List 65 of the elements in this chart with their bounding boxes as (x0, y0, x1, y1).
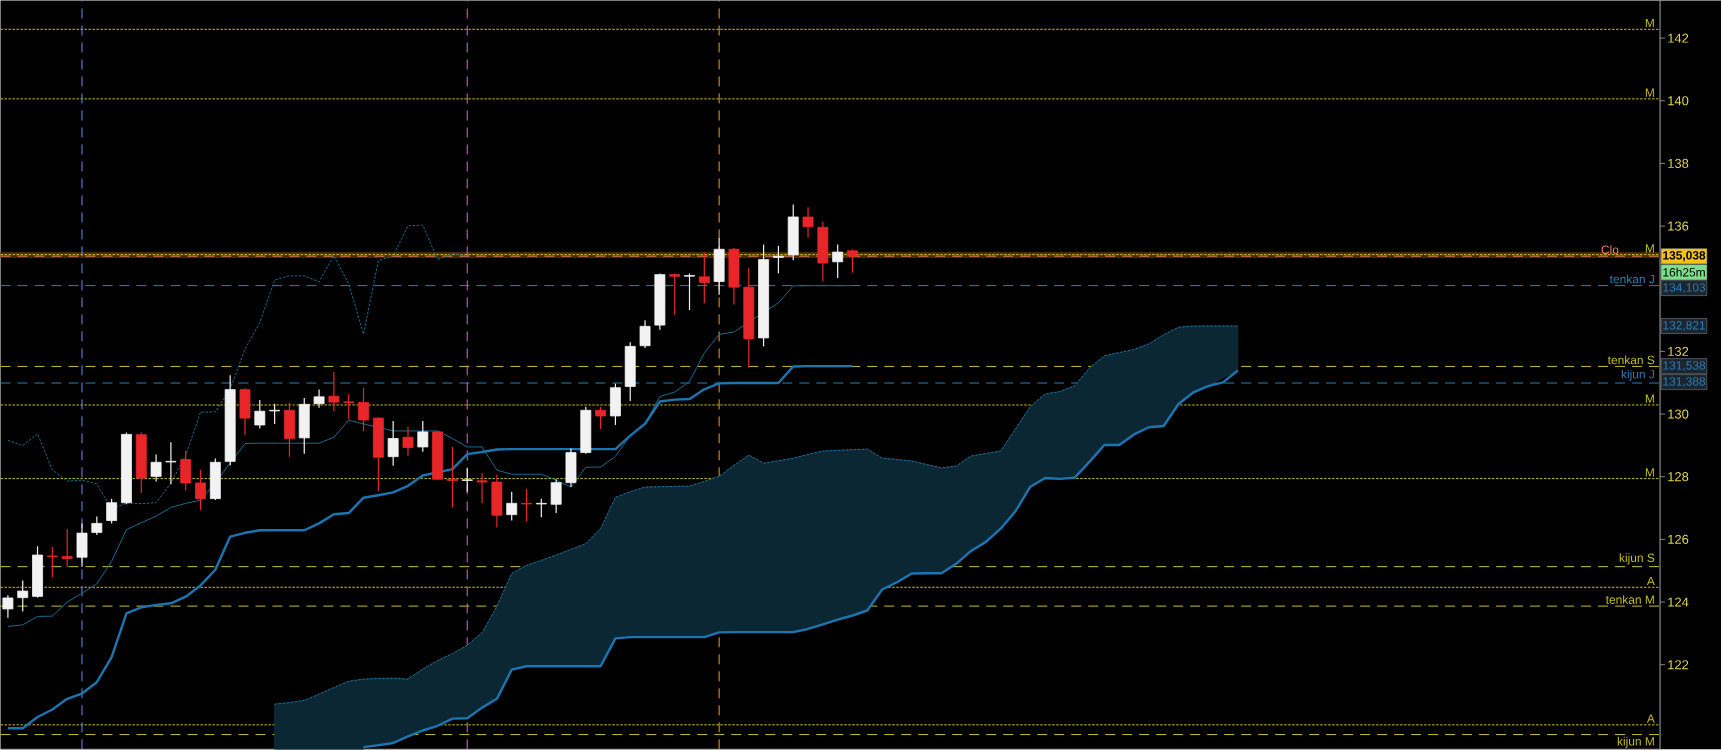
candlestick (150, 453, 162, 483)
candlestick (17, 579, 29, 613)
text: 135,038 (1663, 251, 1706, 262)
text: 131,388 (1663, 377, 1706, 388)
candlestick (684, 272, 695, 311)
candlestick (61, 528, 73, 568)
ref-line-label: tenkan M (1605, 595, 1654, 605)
ref-line-label: kijun J (1621, 369, 1654, 381)
candlestick (772, 245, 784, 275)
ref-line-label: A (1646, 714, 1655, 723)
candlestick (269, 403, 281, 425)
y-tick-label: 138 (1668, 158, 1689, 169)
ref-line-label: M (1645, 19, 1654, 28)
candlestick (46, 546, 58, 578)
candlestick (343, 393, 355, 421)
candlestick (461, 467, 473, 493)
y-tick-label: 130 (1668, 409, 1689, 419)
ref-line-label: M (1645, 88, 1654, 97)
candlestick (313, 389, 325, 409)
candlestick (802, 206, 814, 239)
candlestick (550, 478, 562, 514)
candlestick (328, 371, 340, 412)
candlestick (832, 244, 844, 279)
candlestick (669, 272, 681, 316)
candlestick (402, 426, 414, 457)
ref-line-label: M (1645, 394, 1654, 403)
candlestick (446, 446, 458, 509)
y-tick-label: 126 (1668, 534, 1689, 545)
y-tick-label: 132 (1668, 346, 1689, 357)
y-tick-label: 136 (1668, 221, 1689, 231)
candlestick (254, 399, 266, 430)
ref-line-label: kijun S (1619, 553, 1655, 565)
ref-line-label: Clo (1601, 245, 1619, 255)
ref-line-label: kijun M (1617, 736, 1654, 749)
ref-line-label: A (1646, 577, 1655, 586)
candlestick (165, 441, 177, 485)
candlestick (417, 420, 429, 453)
candlestick (639, 319, 651, 349)
y-tick-label: 122 (1668, 660, 1689, 670)
ref-line-label: tenkan S (1607, 355, 1655, 365)
text: 132,821 (1663, 321, 1706, 332)
candlestick (358, 387, 369, 432)
y-tick-label: 128 (1668, 472, 1689, 482)
candlestick (387, 420, 399, 467)
candlestick (535, 498, 547, 518)
candlestick (195, 469, 206, 511)
candlestick (506, 491, 518, 522)
text: 134,103 (1663, 283, 1706, 294)
candlestick (180, 450, 192, 492)
candlestick (847, 248, 858, 274)
y-tick-label: 124 (1668, 597, 1689, 607)
ref-line-label: M (1645, 468, 1654, 477)
candlestick (698, 252, 710, 304)
candlestick (2, 594, 14, 619)
candlestick (595, 406, 607, 430)
candlestick (476, 472, 488, 505)
candlestick (91, 516, 103, 536)
candlestick (106, 498, 118, 525)
ref-line-label: tenkan J (1609, 274, 1654, 284)
y-tick-label: 140 (1668, 96, 1689, 106)
ref-line-label: M (1645, 244, 1654, 253)
candlestick (521, 488, 532, 523)
y-tick-label: 142 (1668, 33, 1689, 43)
text: 131,538 (1663, 361, 1706, 372)
text: 16h25m (1663, 267, 1705, 277)
